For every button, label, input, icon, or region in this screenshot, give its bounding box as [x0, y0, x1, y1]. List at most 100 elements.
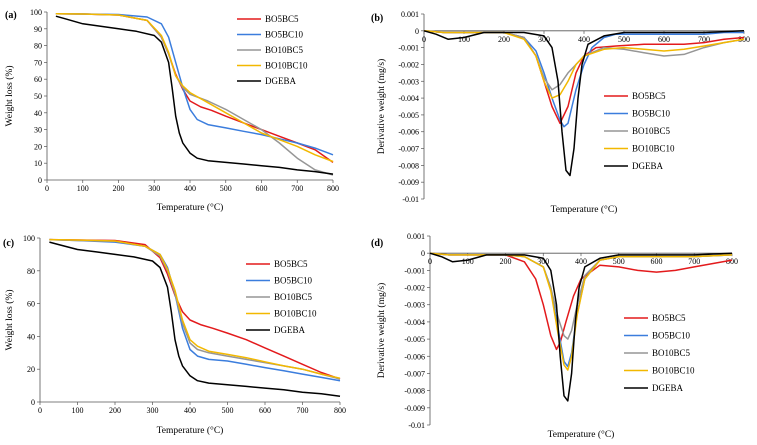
legend-label-bo10bc5: BO10BC5 [274, 292, 313, 302]
x-tick-label: 0 [422, 35, 426, 44]
legend-label-bo10bc5: BO10BC5 [265, 45, 304, 55]
y-tick-label: -0.003 [404, 301, 425, 310]
legend-label-bo5bc10: BO5BC10 [274, 276, 313, 286]
series-line-bo5bc5 [49, 238, 341, 380]
y-tick-label: -0.004 [398, 94, 419, 103]
x-tick-label: 500 [613, 257, 625, 266]
legend-label-bo5bc5: BO5BC5 [632, 91, 666, 101]
y-tick-label: 0.001 [401, 10, 419, 19]
x-axis-title: Temperature (°C) [157, 425, 224, 436]
legend-label-dgeba: DGEBA [652, 383, 683, 393]
y-tick-label: -0.008 [398, 161, 419, 170]
chart-panel-c: (c) 0 20 40 60 80 100 0 100 200 300 400 500 600 700 800… [3, 234, 346, 436]
y-tick-label: 70 [34, 58, 42, 67]
y-tick-label: -0.007 [404, 369, 425, 378]
y-axis-title: Weight loss (%) [4, 66, 15, 127]
y-tick-label: 90 [34, 25, 42, 34]
series-line-bo5bc10 [423, 30, 744, 128]
y-tick-label: 20 [34, 142, 42, 151]
x-tick-label: 500 [618, 35, 630, 44]
chart-panel-b: (b) 0.0010-0.001-0.002-0.003-0.004-0.005-… [371, 10, 750, 215]
legend-label-bo5bc10: BO5BC10 [632, 109, 671, 119]
y-tick-label: 80 [27, 267, 35, 276]
series-line-bo10bc10 [423, 30, 745, 99]
series-line-dgeba [429, 252, 733, 402]
x-tick-label: 300 [148, 184, 160, 193]
y-tick-label: -0.005 [398, 111, 419, 120]
legend-label-dgeba: DGEBA [265, 76, 296, 86]
panel-label: (a) [5, 10, 17, 21]
panel-label: (b) [371, 13, 383, 24]
y-tick-label: -0.008 [404, 387, 425, 396]
y-tick-label: 20 [27, 365, 35, 374]
series-line-dgeba [423, 30, 745, 177]
y-tick-label: 10 [34, 159, 42, 168]
legend-label-bo10bc10: BO10BC10 [274, 309, 317, 319]
x-tick-label: 700 [688, 257, 700, 266]
legend-label-bo5bc10: BO5BC10 [652, 331, 691, 341]
panel-label: (c) [3, 238, 14, 249]
x-tick-label: 700 [291, 184, 303, 193]
x-tick-label: 200 [500, 257, 512, 266]
legend-label-dgeba: DGEBA [632, 161, 663, 171]
x-tick-label: 100 [458, 35, 470, 44]
x-tick-label: 800 [726, 257, 738, 266]
series-line-dgeba [55, 15, 334, 175]
x-tick-label: 500 [222, 406, 234, 415]
x-tick-label: 100 [77, 184, 89, 193]
x-axis-title: Temperature (°C) [157, 202, 224, 213]
y-tick-label: -0.006 [404, 352, 425, 361]
y-tick-label: 40 [27, 332, 35, 341]
y-tick-label: -0.006 [398, 128, 419, 137]
series-line-dgeba [49, 241, 341, 398]
panel-label: (d) [371, 238, 383, 249]
legend-label-bo10bc10: BO10BC10 [632, 144, 675, 154]
series-line-bo5bc5 [429, 252, 733, 351]
legend-label-bo5bc10: BO5BC10 [265, 30, 304, 40]
y-tick-label: 100 [30, 8, 42, 17]
y-axis-title: Derivative weight (mg/s) [376, 283, 387, 379]
chart-panel-a: (a) 0 10 20 30 40 50 60 70 80 90 100 0 100 200 300 400 50… [4, 8, 339, 213]
y-tick-label: 30 [34, 126, 42, 135]
y-tick-label: -0.003 [398, 77, 419, 86]
y-tick-label: 0.001 [407, 232, 425, 241]
x-tick-label: 100 [72, 406, 84, 415]
x-tick-label: 200 [113, 184, 125, 193]
legend-label-bo5bc5: BO5BC5 [265, 14, 299, 24]
y-axis-title: Weight loss (%) [4, 290, 15, 351]
x-tick-label: 400 [578, 35, 590, 44]
legend-label-bo10bc5: BO10BC5 [632, 126, 671, 136]
series-line-bo10bc10 [55, 12, 334, 163]
series-line-bo10bc10 [49, 238, 341, 379]
legend-label-bo5bc5: BO5BC5 [274, 259, 308, 269]
y-tick-label: -0.004 [404, 318, 425, 327]
x-tick-label: 300 [537, 257, 549, 266]
legend-label-bo10bc5: BO10BC5 [652, 348, 691, 358]
y-tick-label: -0.005 [404, 335, 425, 344]
y-axis-title: Derivative weight (mg/s) [376, 59, 387, 155]
x-tick-label: 200 [498, 35, 510, 44]
x-tick-label: 600 [651, 257, 663, 266]
y-tick-label: 80 [34, 42, 42, 51]
x-tick-label: 700 [297, 406, 309, 415]
y-tick-label: 60 [27, 300, 35, 309]
y-tick-label: 60 [34, 75, 42, 84]
legend-label-dgeba: DGEBA [274, 325, 305, 335]
x-tick-label: 0 [38, 406, 42, 415]
x-tick-label: 800 [327, 184, 339, 193]
x-tick-label: 100 [462, 257, 474, 266]
series-line-bo5bc5 [423, 30, 745, 125]
legend-label-bo5bc5: BO5BC5 [652, 313, 686, 323]
legend-label-bo10bc10: BO10BC10 [265, 61, 308, 71]
y-tick-label: -0.01 [402, 195, 419, 204]
x-tick-label: 600 [658, 35, 670, 44]
x-axis-title: Temperature (°C) [551, 204, 618, 215]
y-tick-label: 0 [421, 249, 425, 258]
x-tick-label: 300 [147, 406, 159, 415]
x-tick-label: 600 [256, 184, 268, 193]
y-tick-label: -0.002 [404, 284, 425, 293]
chart-panel-d: (d) 0.001 0 -0.001 -0.002 -0.003 -0.004 -0.005 -… [371, 232, 738, 440]
y-tick-label: -0.001 [404, 266, 425, 275]
legend-label-bo10bc10: BO10BC10 [652, 366, 695, 376]
